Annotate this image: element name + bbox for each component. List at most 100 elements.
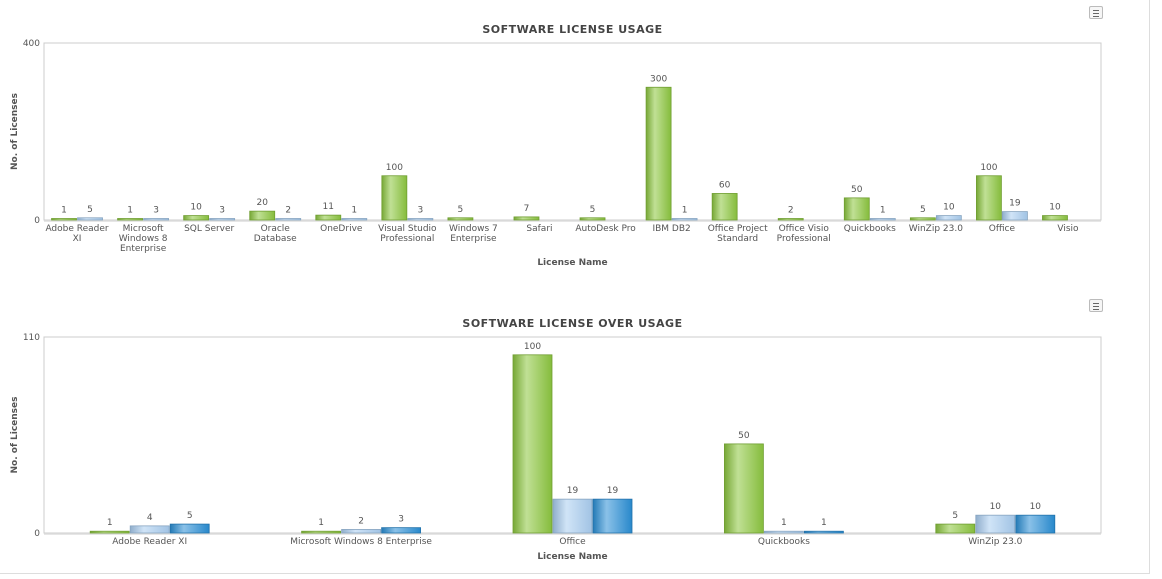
- data-label: 1: [880, 206, 886, 216]
- data-label: 100: [980, 163, 997, 173]
- data-label: 1: [107, 518, 113, 528]
- x-tick-label: Microsoft Windows 8 Enterprise: [290, 537, 432, 547]
- x-tick-label: Safari: [526, 224, 552, 234]
- x-axis-label: License Name: [537, 552, 607, 562]
- data-label: 60: [719, 180, 731, 190]
- data-label: 1: [682, 206, 688, 216]
- x-tick-label: Windows 7 Enterprise: [449, 224, 498, 244]
- hamburger-menu-icon[interactable]: [1089, 299, 1103, 312]
- x-axis-label: License Name: [537, 258, 607, 268]
- x-tick-label: Quickbooks: [758, 537, 810, 547]
- bar[interactable]: [935, 523, 976, 534]
- x-tick-label: Visual Studio Professional: [378, 224, 437, 244]
- license-usage-chart: SOFTWARE LICENSE USAGE 0 400 No. of License…: [10, 23, 1102, 268]
- bar[interactable]: [843, 197, 870, 221]
- bar[interactable]: [89, 530, 130, 534]
- bar[interactable]: [1042, 215, 1068, 221]
- x-tick-label: WinZip 23.0: [909, 224, 963, 234]
- bar[interactable]: [513, 216, 540, 221]
- hamburger-menu-icon[interactable]: [1089, 6, 1103, 19]
- bar[interactable]: [315, 214, 342, 221]
- data-label: 5: [187, 511, 193, 521]
- data-label: 50: [851, 185, 863, 195]
- bar[interactable]: [777, 218, 804, 221]
- bar[interactable]: [645, 86, 672, 221]
- data-label: 3: [219, 206, 225, 216]
- y-axis-label: No. of Licenses: [10, 397, 20, 474]
- bar[interactable]: [77, 217, 103, 221]
- data-label: 300: [650, 74, 667, 84]
- x-tick-label: SQL Server: [184, 224, 234, 234]
- bar[interactable]: [711, 193, 738, 221]
- bar[interactable]: [129, 525, 170, 534]
- bar[interactable]: [512, 354, 553, 534]
- bar[interactable]: [169, 523, 210, 534]
- x-tick-label: Quickbooks: [844, 224, 896, 234]
- bar[interactable]: [552, 498, 593, 534]
- bar[interactable]: [51, 218, 77, 221]
- bar[interactable]: [209, 218, 236, 221]
- y-tick-label: 0: [34, 216, 40, 226]
- bar[interactable]: [381, 527, 422, 534]
- x-tick-label: Office: [989, 224, 1016, 234]
- data-label: 1: [127, 206, 133, 216]
- data-label: 19: [567, 486, 579, 496]
- bar[interactable]: [869, 218, 896, 221]
- bar[interactable]: [1015, 514, 1056, 534]
- bar[interactable]: [724, 443, 764, 534]
- bar[interactable]: [592, 498, 633, 534]
- data-label: 3: [153, 206, 159, 216]
- data-label: 10: [990, 502, 1002, 512]
- data-label: 11: [323, 202, 334, 212]
- data-label: 2: [788, 206, 794, 216]
- bar[interactable]: [909, 217, 936, 221]
- data-label: 5: [920, 205, 926, 215]
- data-label: 2: [358, 516, 364, 526]
- x-tick-label: Visio: [1057, 224, 1079, 234]
- x-tick-label: AutoDesk Pro: [575, 224, 636, 234]
- x-tick-label: OneDrive: [320, 224, 363, 234]
- bar[interactable]: [1002, 211, 1028, 221]
- y-tick-label: 110: [23, 333, 40, 343]
- y-tick-label: 0: [34, 529, 40, 539]
- bar[interactable]: [975, 514, 1016, 534]
- bar[interactable]: [976, 175, 1002, 221]
- data-label: 1: [821, 518, 827, 528]
- bar[interactable]: [301, 530, 342, 534]
- bar[interactable]: [249, 210, 276, 221]
- data-label: 2: [285, 206, 291, 216]
- bar[interactable]: [341, 529, 382, 534]
- data-label: 5: [952, 511, 958, 521]
- data-label: 1: [781, 518, 787, 528]
- chart-title: SOFTWARE LICENSE OVER USAGE: [462, 317, 682, 330]
- data-label: 10: [943, 203, 955, 213]
- data-label: 7: [524, 204, 530, 214]
- bar[interactable]: [117, 218, 143, 221]
- bar[interactable]: [275, 218, 302, 221]
- bar[interactable]: [183, 215, 210, 221]
- data-label: 19: [607, 486, 619, 496]
- data-label: 3: [398, 515, 404, 525]
- bar[interactable]: [804, 530, 844, 534]
- data-label: 10: [1049, 203, 1061, 213]
- x-tick-label: Adobe Reader XI: [112, 537, 187, 547]
- data-label: 5: [458, 205, 464, 215]
- bar[interactable]: [579, 217, 606, 221]
- data-label: 1: [351, 206, 357, 216]
- data-label: 1: [61, 206, 67, 216]
- bar[interactable]: [341, 218, 368, 221]
- bar[interactable]: [764, 530, 804, 534]
- data-label: 5: [590, 205, 596, 215]
- bar[interactable]: [671, 218, 698, 221]
- bar[interactable]: [935, 215, 962, 221]
- data-label: 10: [190, 203, 202, 213]
- data-label: 4: [147, 513, 153, 523]
- x-tick-label: Microsoft Windows 8 Enterprise: [119, 224, 168, 254]
- bar[interactable]: [143, 218, 169, 221]
- bar[interactable]: [447, 217, 474, 221]
- x-tick-label: Office Project Standard: [708, 224, 768, 244]
- bar[interactable]: [407, 218, 434, 221]
- bar[interactable]: [381, 175, 408, 221]
